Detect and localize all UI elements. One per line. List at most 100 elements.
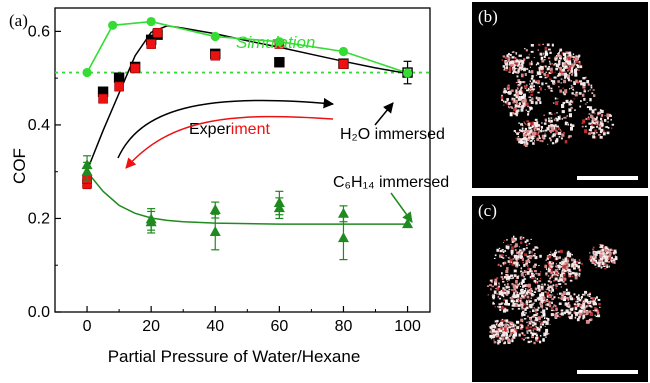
micrograph-b-particle bbox=[518, 66, 522, 70]
micrograph-c-particle bbox=[574, 316, 577, 319]
x-tick-label: 60 bbox=[270, 318, 288, 335]
micrograph-c-particle bbox=[546, 298, 548, 300]
micrograph-c-particle bbox=[489, 331, 492, 333]
micrograph-b-particle bbox=[501, 99, 504, 101]
micrograph-b-particle bbox=[525, 68, 529, 70]
micrograph-b-particle bbox=[565, 99, 569, 104]
micrograph-b-particle bbox=[527, 110, 530, 113]
micrograph-c-particle bbox=[564, 302, 568, 306]
micrograph-c-particle bbox=[512, 333, 516, 336]
micrograph-c-particle bbox=[499, 308, 502, 311]
micrograph-b-particle bbox=[528, 125, 531, 128]
micrograph-c-particle bbox=[532, 248, 536, 251]
micrograph-b-particle bbox=[581, 125, 584, 128]
micrograph-c-particle bbox=[537, 290, 539, 292]
micrograph-b-particle bbox=[561, 133, 565, 137]
micrograph-b-particle bbox=[598, 127, 602, 130]
micrograph-c-particle bbox=[525, 259, 529, 263]
micrograph-b-particle bbox=[581, 82, 584, 86]
micrograph-b-particle bbox=[594, 135, 597, 139]
micrograph-c-particle bbox=[534, 270, 537, 273]
micrograph-c-particle bbox=[528, 243, 531, 245]
micrograph-c-particle bbox=[532, 254, 535, 257]
micrograph-c-particle bbox=[607, 261, 611, 263]
micrograph-c-particle bbox=[578, 311, 580, 313]
micrograph-c-particle bbox=[584, 290, 588, 294]
micrograph-b-particle bbox=[603, 130, 606, 133]
micrograph-c-particle bbox=[528, 252, 531, 254]
micrograph-c-particle bbox=[578, 261, 581, 264]
micrograph-b-particle bbox=[539, 75, 543, 78]
micrograph-c-particle bbox=[568, 311, 572, 314]
micrograph-b-particle bbox=[557, 127, 561, 130]
micrograph-c-particle bbox=[567, 291, 571, 296]
micrograph-c-particle bbox=[559, 268, 561, 270]
micrograph-b-particle bbox=[560, 78, 563, 80]
micrograph-b-particle bbox=[502, 65, 505, 68]
micrograph-c-particle bbox=[579, 275, 581, 277]
micrograph-c-particle bbox=[510, 324, 513, 326]
micrograph-b-particle bbox=[569, 67, 573, 71]
micrograph-c-particle bbox=[548, 333, 550, 335]
micrograph-c-particle bbox=[510, 329, 513, 332]
micrograph-c-particle bbox=[555, 263, 558, 265]
micrograph-c-particle bbox=[518, 275, 520, 277]
experiment-backward-point bbox=[338, 59, 349, 69]
micrograph-b-particle bbox=[553, 124, 556, 128]
micrograph-b-particle bbox=[559, 115, 561, 117]
micrograph-c-particle bbox=[520, 251, 524, 254]
micrograph-b-particle bbox=[518, 140, 521, 144]
micrograph-b-particle bbox=[579, 61, 581, 63]
micrograph-c-particle bbox=[494, 306, 497, 308]
micrograph-c-particle bbox=[529, 292, 532, 295]
micrograph-b-particle bbox=[565, 51, 569, 54]
micrograph-b-particle bbox=[602, 132, 606, 136]
hexane-point bbox=[209, 226, 221, 237]
micrograph-c-particle bbox=[602, 252, 605, 255]
micrograph-c-particle bbox=[493, 334, 496, 336]
micrograph-b-particle bbox=[555, 125, 559, 128]
forward-arrow bbox=[117, 97, 335, 159]
micrograph-c-particle bbox=[539, 302, 542, 305]
micrograph-b-particle bbox=[561, 56, 563, 58]
micrograph-c-particle bbox=[569, 295, 572, 298]
micrograph-c-particle bbox=[518, 246, 520, 248]
micrograph-b-particle bbox=[527, 105, 530, 108]
micrograph-c-particle bbox=[506, 286, 510, 289]
micrograph-b-particle bbox=[519, 129, 521, 132]
micrograph-b-particle bbox=[544, 132, 546, 134]
micrograph-c-particle bbox=[541, 293, 545, 297]
micrograph-b-particle bbox=[514, 92, 516, 94]
micrograph-c-particle bbox=[495, 331, 498, 333]
micrograph-c-particle bbox=[601, 261, 605, 266]
micrograph-c-particle bbox=[576, 318, 580, 322]
micrograph-b-particle bbox=[543, 73, 545, 75]
micrograph-c-particle bbox=[511, 240, 514, 243]
micrograph-b-particle bbox=[600, 122, 604, 125]
micrograph-c-particle bbox=[551, 286, 554, 288]
micrograph-c-particle bbox=[566, 310, 568, 312]
micrograph-c-particle bbox=[521, 306, 523, 308]
micrograph-b-particle bbox=[562, 69, 566, 72]
micrograph-c-particle bbox=[562, 265, 566, 269]
micrograph-c-particle bbox=[555, 258, 558, 260]
micrograph-c-particle bbox=[566, 252, 570, 256]
micrograph-c-particle bbox=[533, 341, 536, 345]
micrograph-c-particle bbox=[511, 339, 514, 343]
experiment-forward-point bbox=[113, 72, 125, 83]
micrograph-b-particle bbox=[520, 98, 523, 101]
micrograph-c-particle bbox=[551, 298, 554, 301]
micrograph-c-particle bbox=[604, 249, 608, 252]
micrograph-c-particle bbox=[505, 285, 508, 289]
micrograph-c-particle bbox=[515, 279, 518, 284]
micrograph-c: (c) bbox=[472, 196, 648, 382]
micrograph-c-particle bbox=[553, 274, 555, 276]
micrograph-b-particle bbox=[549, 63, 552, 66]
micrograph-c-particle bbox=[572, 263, 574, 265]
micrograph-b-particle bbox=[566, 115, 568, 117]
micrograph-c-particle bbox=[511, 323, 515, 328]
micrograph-c-particle bbox=[516, 292, 519, 296]
micrograph-b-particle bbox=[592, 118, 595, 122]
micrograph-c-particle bbox=[498, 284, 500, 286]
micrograph-b-particle bbox=[584, 129, 588, 134]
